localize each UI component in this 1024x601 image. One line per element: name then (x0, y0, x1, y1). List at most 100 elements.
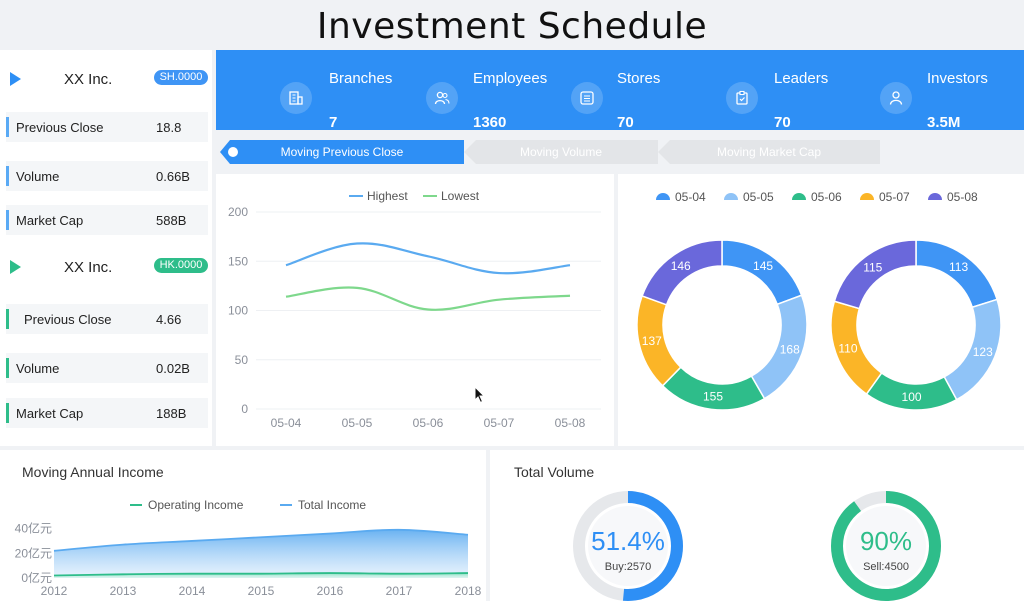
legend-swatch (792, 193, 806, 200)
row-marker (6, 403, 9, 423)
x-tick-label: 2012 (41, 584, 68, 598)
row-marker (6, 117, 9, 137)
row-marker (6, 309, 9, 329)
legend-label: Highest (367, 189, 408, 203)
legend-label: Operating Income (148, 498, 244, 512)
clipboard-icon (726, 82, 758, 114)
gauge-charts: 51.4% Buy:2570 90% Sell:4500 (573, 491, 941, 601)
chart-axis: 0 50 100 150 200 05-04 05-05 05-06 05-07 05-08 (228, 205, 586, 430)
donut-slice (641, 239, 723, 306)
legend-label: 05-06 (811, 190, 842, 204)
tab-moving-previous-close[interactable]: Moving Previous Close (220, 140, 464, 164)
slice-value-label: 155 (703, 389, 723, 403)
stat-label: Leaders (774, 70, 829, 87)
play-icon[interactable] (10, 72, 21, 86)
x-tick-label: 2018 (455, 584, 482, 598)
tab-label: Moving Previous Close (280, 145, 404, 159)
y-tick-label: 50 (235, 353, 249, 367)
gauge-center (846, 506, 926, 586)
stock-stat-row: Previous Close 18.8 (6, 112, 208, 142)
total-volume-card: Total Volume 51.4% Buy:2570 90% Sell:4500 (490, 450, 1024, 601)
stat-label: Branches (329, 70, 393, 87)
chart-grid (256, 211, 601, 410)
x-tick-label: 05-05 (342, 416, 373, 430)
chart-legend: Operating Income Total Income (130, 498, 366, 512)
stat-label: Market Cap (16, 213, 84, 228)
stock-code-badge: SH.0000 (154, 70, 208, 85)
y-tick-label: 100 (228, 304, 248, 318)
stat-value: 0.02B (156, 361, 190, 376)
chart-legend: 05-04 05-05 05-06 05-07 05-08 (656, 190, 978, 204)
stat-label: Investors (927, 70, 988, 87)
x-tick-label: 2015 (248, 584, 275, 598)
stock-stat-row: Market Cap 188B (6, 398, 208, 428)
stat-label: Volume (16, 361, 60, 376)
stock-stat-row: Market Cap 588B (6, 205, 208, 235)
legend-swatch (656, 193, 670, 200)
donut-group: 145 168 155 137 146 113 123 100 110 115 (636, 239, 1002, 411)
legend-label: 05-04 (675, 190, 706, 204)
stat-label: Previous Close (24, 312, 112, 327)
y-tick-label: 200 (228, 205, 248, 219)
slice-value-label: 137 (642, 334, 662, 348)
card-title: Total Volume (514, 464, 595, 480)
play-icon[interactable] (10, 260, 21, 274)
mouse-cursor-icon (474, 386, 486, 404)
stock-header[interactable]: XX Inc. SH.0000 (0, 64, 212, 94)
tab-moving-market-cap[interactable]: Moving Market Cap (658, 140, 880, 164)
legend-label: 05-05 (743, 190, 774, 204)
chart-series (53, 528, 469, 578)
tab-moving-volume[interactable]: Moving Volume (464, 140, 658, 164)
y-tick-label: 40亿元 (15, 521, 52, 536)
area-chart: Operating Income Total Income 0亿元 20亿元 40亿元… (15, 498, 482, 598)
donut-chart-card: 05-04 05-05 05-06 05-07 05-08 145 168 155 137 14… (618, 174, 1024, 446)
people-icon (426, 82, 458, 114)
gauge-sublabel: Buy:2570 (605, 561, 651, 573)
total-income-line (53, 528, 469, 552)
x-tick-label: 05-06 (413, 416, 444, 430)
stock-header[interactable]: XX Inc. HK.0000 (0, 252, 212, 282)
legend-label: 05-07 (879, 190, 910, 204)
stock-stat-row: Previous Close 4.66 (6, 304, 208, 334)
stat-label: Employees (473, 70, 548, 87)
slice-value-label: 113 (949, 260, 968, 274)
stat-value: 188B (156, 406, 187, 421)
person-icon (880, 82, 912, 114)
stat-value: 18.8 (156, 120, 182, 135)
gauge-percent: 90% (860, 526, 912, 556)
x-tick-label: 05-07 (484, 416, 515, 430)
stock-code-badge: HK.0000 (154, 258, 208, 273)
row-marker (6, 166, 9, 186)
y-tick-label: 20亿元 (15, 545, 52, 560)
x-tick-label: 2016 (317, 584, 344, 598)
x-tick-label: 05-04 (271, 416, 302, 430)
x-tick-label: 2017 (386, 584, 413, 598)
stock-panel: XX Inc. SH.0000 Previous Close 18.8 Volu… (0, 50, 212, 446)
gauge-sublabel: Sell:4500 (863, 561, 909, 573)
slice-value-label: 168 (780, 342, 800, 356)
stock-stat-row: Volume 0.66B (6, 161, 208, 191)
stat-label: Market Cap (16, 406, 84, 421)
y-tick-label: 0亿元 (21, 570, 52, 585)
chart-legend: Highest Lowest (349, 189, 480, 203)
legend-label: 05-08 (947, 190, 978, 204)
gauge-center (588, 506, 668, 586)
tab-label: Moving Market Cap (716, 145, 822, 159)
gauge: 51.4% Buy:2570 (573, 491, 683, 601)
row-marker (6, 358, 9, 378)
stock-stat-row: Volume 0.02B (6, 353, 208, 383)
donut-slice (833, 239, 917, 310)
store-list-icon (571, 82, 603, 114)
chart-tabs: Moving Previous Close Moving Volume Movi… (220, 140, 882, 164)
stat-value: 588B (156, 213, 187, 228)
slice-value-label: 115 (863, 260, 882, 274)
line-chart-card: Highest Lowest 0 50 100 150 200 05-04 05-05 05-0… (216, 174, 614, 446)
series-line (285, 242, 571, 275)
slice-value-label: 146 (671, 259, 691, 273)
legend-swatch (724, 193, 738, 200)
stat-label: Previous Close (16, 120, 104, 135)
total-income-area (54, 529, 468, 578)
x-tick-label: 05-08 (555, 416, 586, 430)
stat-value: 1360 (473, 114, 507, 131)
gauge: 90% Sell:4500 (831, 491, 941, 601)
